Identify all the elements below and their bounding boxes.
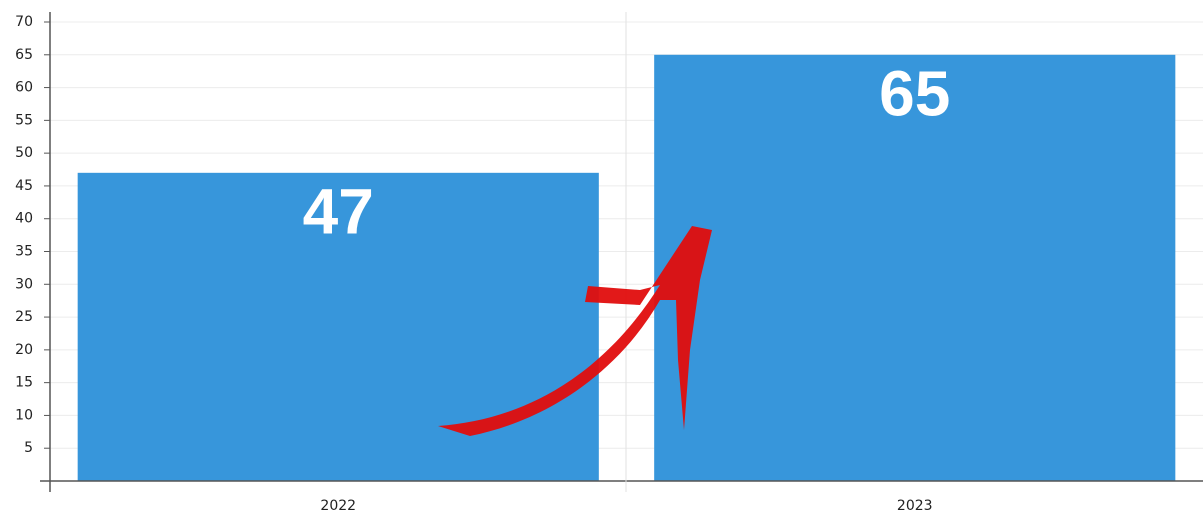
bar	[654, 54, 1176, 482]
y-tick-label: 35	[15, 244, 33, 260]
y-tick-label: 25	[15, 309, 33, 325]
y-tick-label: 65	[15, 47, 33, 63]
y-tick-label: 5	[24, 440, 33, 456]
y-tick-label: 15	[15, 375, 33, 391]
x-tick-label: 2023	[897, 498, 933, 514]
y-tick-label: 20	[15, 342, 33, 358]
x-tick-label: 2022	[320, 498, 356, 514]
bars	[77, 54, 1176, 482]
y-tick-label: 40	[15, 211, 33, 227]
value-label: 65	[879, 58, 950, 130]
bar	[77, 172, 599, 482]
value-label: 47	[303, 176, 374, 248]
y-tick-label: 50	[15, 145, 33, 161]
y-tick-label: 60	[15, 80, 33, 96]
y-tick-label: 10	[15, 407, 33, 423]
y-tick-label: 55	[15, 112, 33, 128]
y-tick-label: 70	[15, 14, 33, 30]
y-tick-label: 45	[15, 178, 33, 194]
y-tick-label: 30	[15, 276, 33, 292]
labels: 5 10 15 20 25 30 35 40 45 50 55 60 65 70 2022 47 2023 65	[15, 14, 950, 514]
arrow-decoration	[438, 226, 712, 436]
